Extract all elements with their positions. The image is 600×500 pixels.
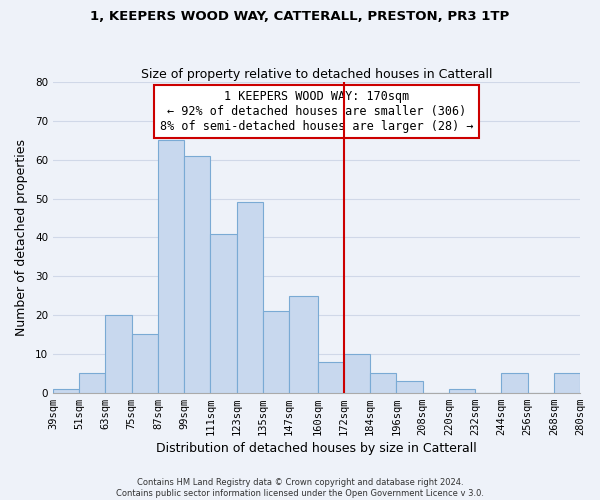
Bar [396,381,422,392]
Bar [131,334,158,392]
Bar [184,156,211,392]
Bar [79,374,106,392]
Title: Size of property relative to detached houses in Catterall: Size of property relative to detached ho… [141,68,492,81]
Bar [53,389,79,392]
Text: 1, KEEPERS WOOD WAY, CATTERALL, PRESTON, PR3 1TP: 1, KEEPERS WOOD WAY, CATTERALL, PRESTON,… [91,10,509,23]
Bar [449,389,475,392]
Bar [289,296,317,392]
Bar [501,374,527,392]
Bar [554,374,580,392]
Bar [263,311,289,392]
Bar [344,354,370,393]
Bar [370,374,396,392]
Text: Contains HM Land Registry data © Crown copyright and database right 2024.
Contai: Contains HM Land Registry data © Crown c… [116,478,484,498]
X-axis label: Distribution of detached houses by size in Catterall: Distribution of detached houses by size … [156,442,477,455]
Bar [236,202,263,392]
Y-axis label: Number of detached properties: Number of detached properties [15,139,28,336]
Bar [106,315,131,392]
Text: 1 KEEPERS WOOD WAY: 170sqm
← 92% of detached houses are smaller (306)
8% of semi: 1 KEEPERS WOOD WAY: 170sqm ← 92% of deta… [160,90,473,133]
Bar [211,234,236,392]
Bar [317,362,344,392]
Bar [158,140,184,392]
